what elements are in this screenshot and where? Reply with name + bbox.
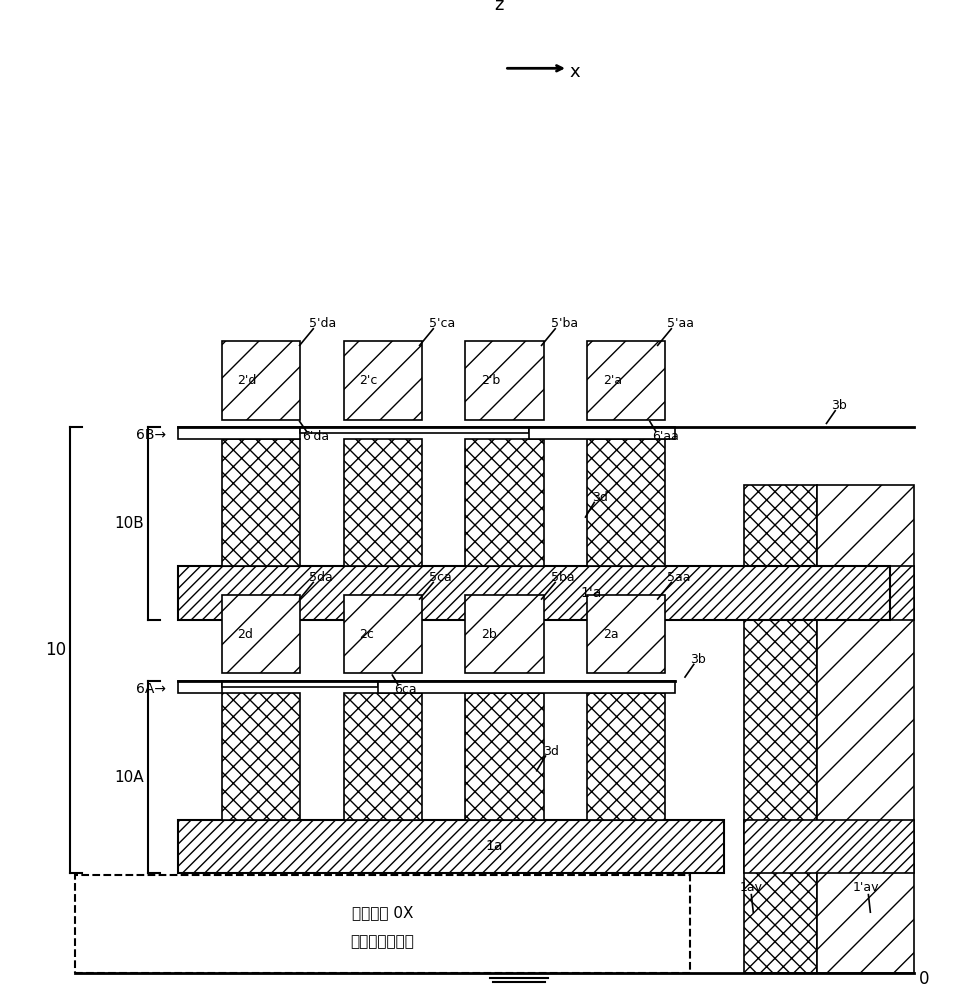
Bar — [222, 681, 378, 687]
Bar — [177, 681, 222, 693]
Text: 10B: 10B — [114, 516, 143, 531]
Text: z: z — [494, 0, 503, 14]
Bar — [587, 595, 666, 673]
Text: 2'a: 2'a — [603, 374, 622, 387]
Text: 3d: 3d — [592, 491, 609, 504]
Bar — [587, 439, 666, 566]
Bar — [299, 427, 529, 433]
Text: 衬底电路 0X: 衬底电路 0X — [352, 905, 414, 920]
Text: 6'aa: 6'aa — [652, 430, 678, 443]
Text: 5'ca: 5'ca — [429, 317, 455, 330]
Text: 3b: 3b — [690, 653, 705, 666]
Bar — [344, 439, 422, 566]
Bar — [465, 341, 544, 420]
Text: 2c: 2c — [359, 628, 374, 641]
Text: 2'c: 2'c — [359, 374, 378, 387]
Bar — [465, 439, 544, 566]
Bar — [222, 595, 299, 673]
Text: 5aa: 5aa — [668, 571, 691, 584]
Text: 2a: 2a — [603, 628, 618, 641]
Bar — [344, 693, 422, 820]
Text: 5da: 5da — [309, 571, 333, 584]
Text: 1'a: 1'a — [580, 586, 602, 600]
Bar — [177, 566, 890, 620]
Text: 6B→: 6B→ — [136, 428, 166, 442]
Text: 5ca: 5ca — [429, 571, 453, 584]
Text: 2'd: 2'd — [237, 374, 257, 387]
Text: 3d: 3d — [544, 745, 559, 758]
Bar — [222, 693, 299, 820]
Bar — [222, 341, 299, 420]
Bar — [177, 820, 724, 873]
Bar — [344, 341, 422, 420]
Text: 6'da: 6'da — [302, 430, 329, 443]
Text: 10: 10 — [46, 641, 66, 659]
Text: （含有晶体管）: （含有晶体管） — [351, 934, 415, 949]
Text: 2'b: 2'b — [481, 374, 500, 387]
Bar — [344, 595, 422, 673]
Text: 5'da: 5'da — [309, 317, 336, 330]
Text: 2b: 2b — [481, 628, 497, 641]
Bar — [743, 820, 915, 873]
Bar — [529, 427, 675, 439]
Bar — [465, 595, 544, 673]
Text: 3b: 3b — [831, 399, 847, 412]
Text: 6ca: 6ca — [394, 683, 417, 696]
Bar — [587, 341, 666, 420]
Bar — [465, 693, 544, 820]
Text: 1a: 1a — [485, 839, 503, 853]
Bar — [817, 485, 915, 973]
Text: 6A→: 6A→ — [136, 682, 166, 696]
Bar — [177, 427, 299, 439]
Bar — [587, 693, 666, 820]
Bar — [743, 566, 915, 620]
Bar — [743, 485, 817, 973]
Bar — [222, 439, 299, 566]
Text: x: x — [570, 63, 580, 81]
Text: 5'aa: 5'aa — [668, 317, 695, 330]
Text: 5ba: 5ba — [551, 571, 575, 584]
Bar — [378, 681, 675, 693]
Text: 1'av: 1'av — [852, 881, 879, 894]
Text: 10A: 10A — [114, 770, 143, 785]
Text: 2d: 2d — [237, 628, 253, 641]
Text: 0: 0 — [920, 970, 929, 988]
Text: 5'ba: 5'ba — [551, 317, 578, 330]
Bar — [76, 875, 690, 973]
Text: 1av: 1av — [739, 881, 763, 894]
